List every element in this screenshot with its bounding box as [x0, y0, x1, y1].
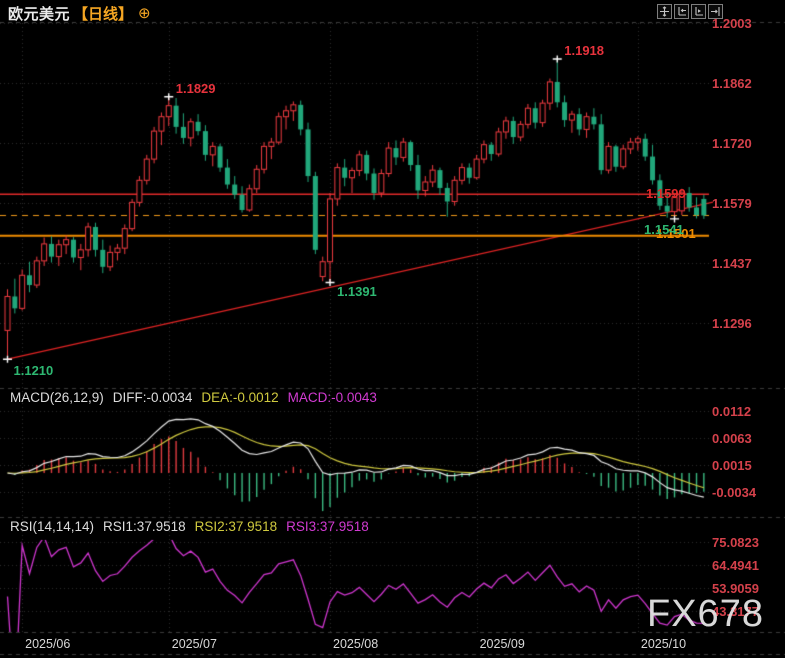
zoom-in-button[interactable] — [691, 4, 706, 19]
macd-title: MACD(26,12,9) — [10, 390, 104, 405]
move-tool-button[interactable] — [657, 4, 672, 19]
reset-view-icon — [711, 7, 720, 16]
rsi-header: RSI(14,14,14) RSI1:37.9518 RSI2:37.9518 … — [10, 519, 369, 534]
chart-toolbar — [657, 4, 723, 19]
add-indicator-icon[interactable]: ⊕ — [138, 5, 151, 22]
reset-view-button[interactable] — [708, 4, 723, 19]
symbol-title: 欧元美元 — [8, 6, 71, 23]
macd-header: MACD(26,12,9) DIFF:-0.0034 DEA:-0.0012 M… — [10, 390, 377, 405]
rsi2-value: RSI2:37.9518 — [194, 519, 278, 534]
watermark: FX678 — [647, 593, 764, 635]
macd-dea-value: DEA:-0.0012 — [201, 390, 279, 405]
zoom-out-button[interactable] — [674, 4, 689, 19]
move-tool-icon — [660, 6, 669, 17]
macd-diff-value: DIFF:-0.0034 — [112, 390, 193, 405]
period-tag: 【日线】 — [73, 6, 134, 23]
macd-macd-value: MACD:-0.0043 — [287, 390, 377, 405]
rsi-title: RSI(14,14,14) — [10, 519, 95, 534]
rsi3-value: RSI3:37.9518 — [286, 519, 369, 534]
rsi1-value: RSI1:37.9518 — [103, 519, 186, 534]
zoom-out-icon — [678, 7, 686, 16]
title-bar: 欧元美元 【日线】 ⊕ — [8, 3, 151, 24]
zoom-in-icon — [695, 7, 703, 16]
